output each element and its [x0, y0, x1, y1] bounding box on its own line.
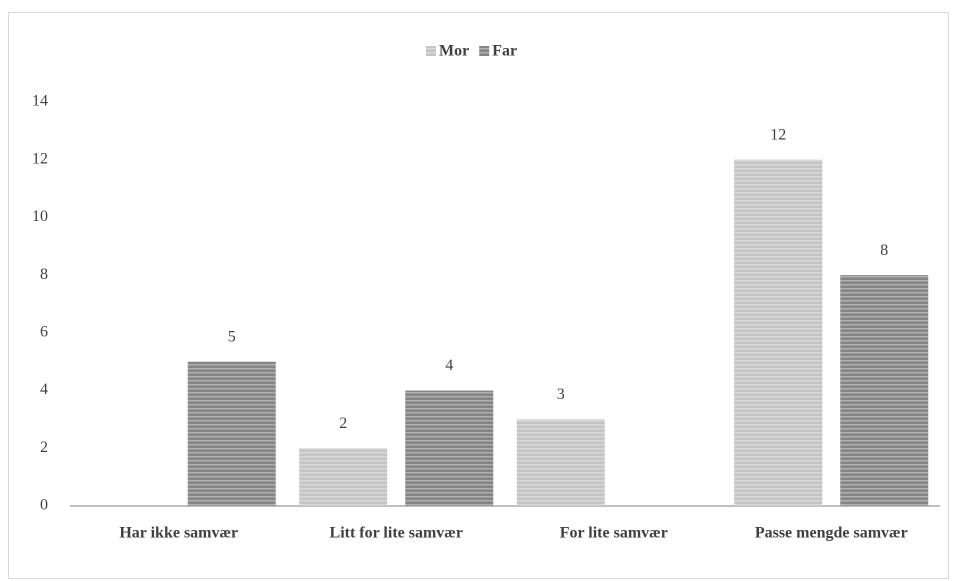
bar [840, 275, 929, 506]
x-tick-label: Passe mengde samvær [755, 525, 908, 542]
bar [299, 448, 388, 506]
bar [734, 159, 823, 506]
data-label: 5 [228, 328, 236, 345]
bar [516, 419, 605, 506]
legend-swatch [479, 46, 490, 56]
y-tick-label: 8 [40, 266, 48, 283]
data-label: 8 [880, 242, 888, 259]
legend-swatch [426, 46, 436, 56]
y-tick-label: 2 [40, 439, 48, 456]
y-tick-label: 0 [40, 497, 48, 514]
bar [187, 361, 276, 506]
y-tick-label: 14 [32, 93, 48, 110]
x-tick-label: Litt for lite samvær [330, 525, 463, 542]
x-tick-label: Har ikke samvær [119, 525, 238, 542]
x-tick-label: For lite samvær [560, 525, 668, 542]
data-label: 2 [339, 415, 347, 432]
data-label: 3 [557, 386, 565, 403]
y-tick-label: 6 [40, 324, 48, 341]
y-tick-label: 4 [40, 381, 48, 398]
legend: Mor Far [426, 43, 517, 60]
data-label: 4 [445, 357, 453, 374]
legend-label: Far [492, 43, 517, 60]
legend-label: Mor [439, 43, 469, 60]
data-label: 12 [770, 126, 786, 143]
y-tick-label: 12 [32, 150, 48, 167]
bar [405, 390, 494, 506]
y-tick-label: 10 [32, 208, 48, 225]
